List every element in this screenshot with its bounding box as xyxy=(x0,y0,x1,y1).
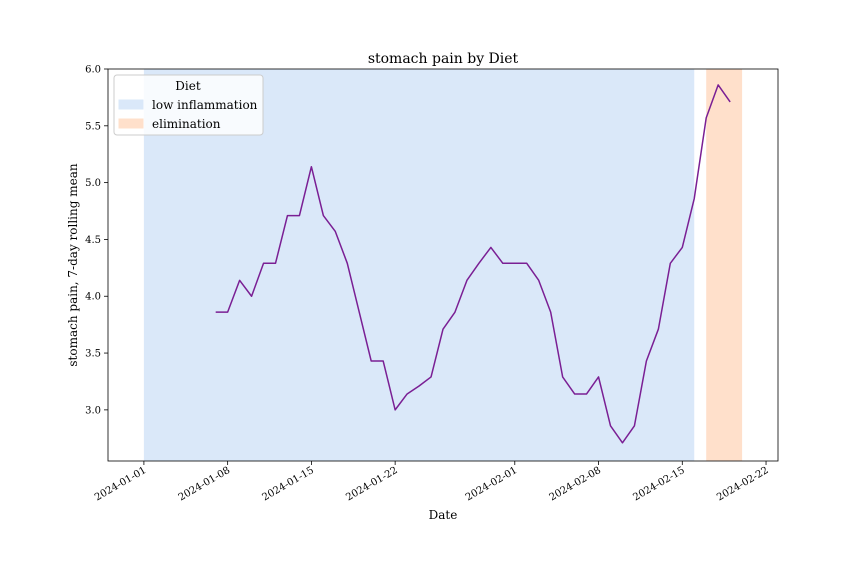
span-elimination xyxy=(706,69,743,461)
x-tick-label: 2024-01-15 xyxy=(260,465,315,503)
x-tick-label: 2024-02-08 xyxy=(548,465,603,503)
legend-label-elimination: elimination xyxy=(152,117,221,131)
legend-box xyxy=(113,74,264,136)
series-layer xyxy=(215,84,731,444)
x-tick-label: 2024-02-22 xyxy=(715,465,770,503)
y-tick-label: 4.5 xyxy=(85,235,101,246)
y-axis-label: stomach pain, 7-day rolling mean xyxy=(66,163,80,366)
x-tick-label: 2024-02-15 xyxy=(631,465,686,503)
y-tick-label: 4.0 xyxy=(85,292,101,303)
x-tick-label: 2024-01-08 xyxy=(177,465,232,503)
x-axis-label: Date xyxy=(429,508,458,522)
legend-swatch-low-inflammation xyxy=(118,99,144,110)
y-tick-label: 3.0 xyxy=(85,405,101,416)
legend-swatch-elimination xyxy=(118,118,144,129)
y-axis: 3.0 3.5 4.0 4.5 5.0 5.5 6.0 xyxy=(85,65,108,416)
legend: Diet low inflammation elimination xyxy=(113,74,264,136)
chart-title: stomach pain by Diet xyxy=(368,51,519,67)
y-tick-label: 6.0 xyxy=(85,65,101,76)
x-tick-label: 2024-01-01 xyxy=(93,465,148,503)
plot-frame xyxy=(107,68,779,462)
y-tick-label: 3.5 xyxy=(85,349,101,360)
series-line-0 xyxy=(215,84,731,444)
x-axis: 2024-01-01 2024-01-08 2024-01-15 2024-01-22… xyxy=(93,461,771,503)
legend-title: Diet xyxy=(175,79,201,93)
y-tick-label: 5.0 xyxy=(85,178,101,189)
x-tick-label: 2024-02-01 xyxy=(464,465,519,503)
x-tick-label: 2024-01-22 xyxy=(344,465,399,503)
y-tick-label: 5.5 xyxy=(85,121,101,132)
legend-label-low-inflammation: low inflammation xyxy=(152,98,258,112)
